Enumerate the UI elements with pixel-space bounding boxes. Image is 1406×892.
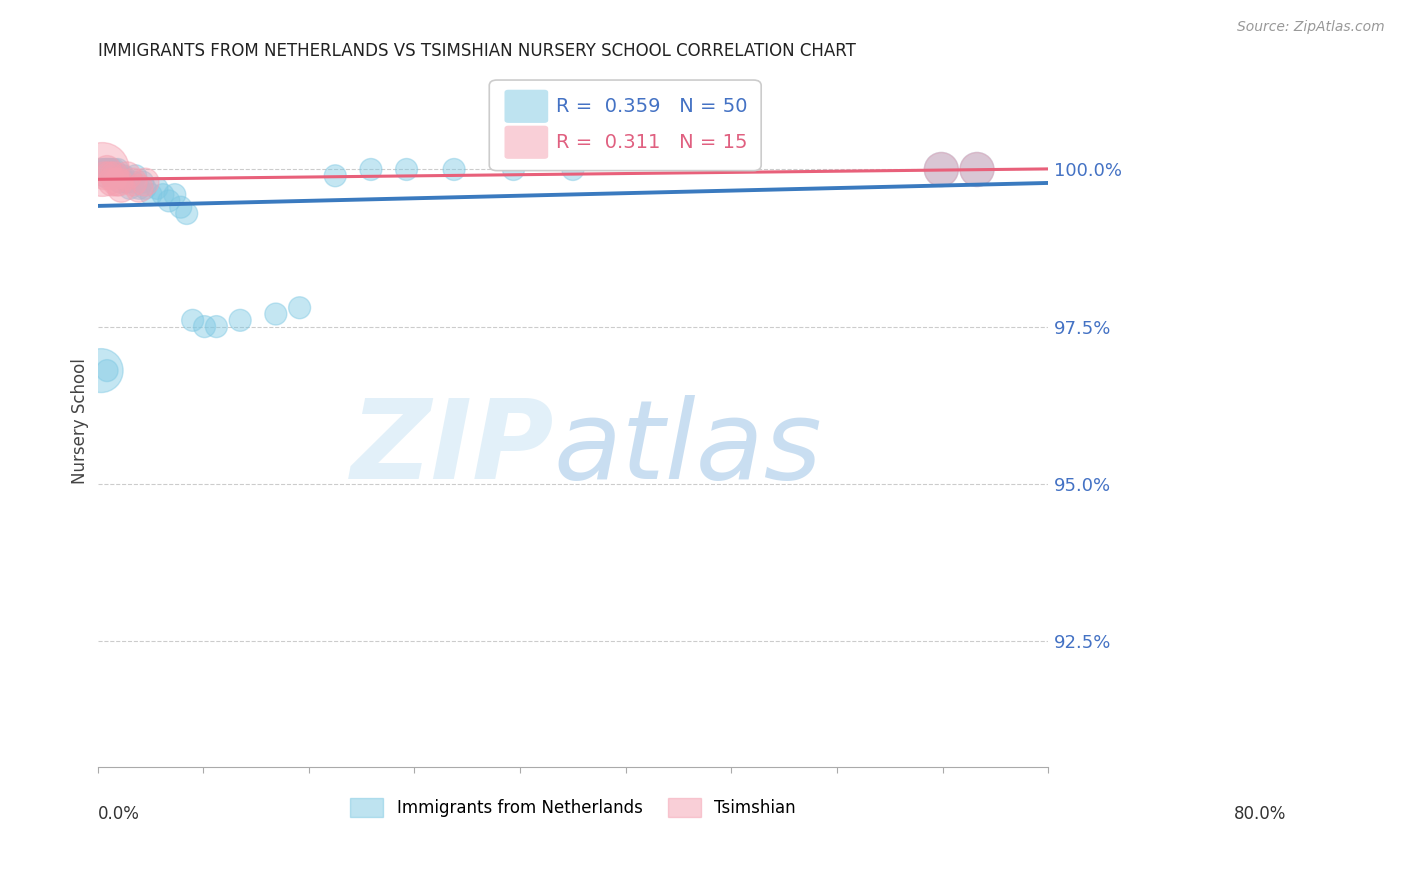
Point <box>561 162 583 177</box>
Point <box>193 319 215 334</box>
Point <box>96 363 118 377</box>
Point <box>89 162 111 177</box>
Point <box>163 187 186 202</box>
Point <box>443 162 465 177</box>
Point <box>98 169 121 183</box>
Point <box>360 162 382 177</box>
Text: IMMIGRANTS FROM NETHERLANDS VS TSIMSHIAN NURSERY SCHOOL CORRELATION CHART: IMMIGRANTS FROM NETHERLANDS VS TSIMSHIAN… <box>97 42 855 60</box>
Point <box>264 307 287 321</box>
Point <box>152 187 174 202</box>
Point <box>966 162 988 177</box>
Text: ZIP: ZIP <box>350 395 554 502</box>
Point <box>98 162 121 177</box>
Point <box>128 181 150 195</box>
Point <box>122 175 145 189</box>
FancyBboxPatch shape <box>505 90 548 123</box>
Point <box>931 162 953 177</box>
Point <box>90 363 112 377</box>
Point <box>115 175 138 189</box>
Point <box>128 181 150 195</box>
Point <box>97 162 120 177</box>
Text: 0.0%: 0.0% <box>97 805 139 822</box>
FancyBboxPatch shape <box>505 126 548 159</box>
Point <box>395 162 418 177</box>
Point <box>94 162 117 177</box>
Y-axis label: Nursery School: Nursery School <box>72 358 89 483</box>
Point <box>146 181 169 195</box>
Point <box>134 175 156 189</box>
Point <box>107 162 129 177</box>
Point <box>104 169 127 183</box>
Point <box>118 181 141 195</box>
Point <box>103 162 125 177</box>
Point <box>105 169 128 183</box>
FancyBboxPatch shape <box>489 80 761 170</box>
Point <box>139 187 162 202</box>
Point <box>122 175 145 189</box>
Point <box>288 301 311 315</box>
Point <box>931 162 953 177</box>
Point <box>502 162 524 177</box>
Point <box>101 162 124 177</box>
Point <box>108 175 131 189</box>
Point <box>170 200 193 214</box>
Point <box>103 169 125 183</box>
Point <box>93 169 115 183</box>
Point <box>100 162 122 177</box>
Point <box>181 313 204 327</box>
Point <box>93 162 115 177</box>
Point <box>117 169 139 183</box>
Text: Source: ZipAtlas.com: Source: ZipAtlas.com <box>1237 20 1385 34</box>
Text: 80.0%: 80.0% <box>1233 805 1286 822</box>
Legend: Immigrants from Netherlands, Tsimshian: Immigrants from Netherlands, Tsimshian <box>343 791 803 824</box>
Point <box>117 175 139 189</box>
Point <box>101 169 124 183</box>
Point <box>93 169 115 183</box>
Point <box>966 162 988 177</box>
Point <box>112 169 135 183</box>
Point <box>108 175 131 189</box>
Point <box>229 313 252 327</box>
Text: R =  0.359   N = 50: R = 0.359 N = 50 <box>555 97 748 116</box>
Point <box>157 194 180 208</box>
Point <box>96 162 118 177</box>
Point <box>91 162 114 177</box>
Point <box>105 175 128 189</box>
Point <box>101 175 124 189</box>
Point <box>124 169 146 183</box>
Point <box>132 175 155 189</box>
Point <box>323 169 346 183</box>
Point <box>176 206 198 220</box>
Point <box>110 181 132 195</box>
Point <box>96 162 118 177</box>
Point <box>108 169 131 183</box>
Point <box>110 169 132 183</box>
Text: atlas: atlas <box>554 395 823 502</box>
Point <box>91 162 114 177</box>
Text: R =  0.311   N = 15: R = 0.311 N = 15 <box>555 133 748 152</box>
Point <box>134 181 156 195</box>
Point <box>205 319 228 334</box>
